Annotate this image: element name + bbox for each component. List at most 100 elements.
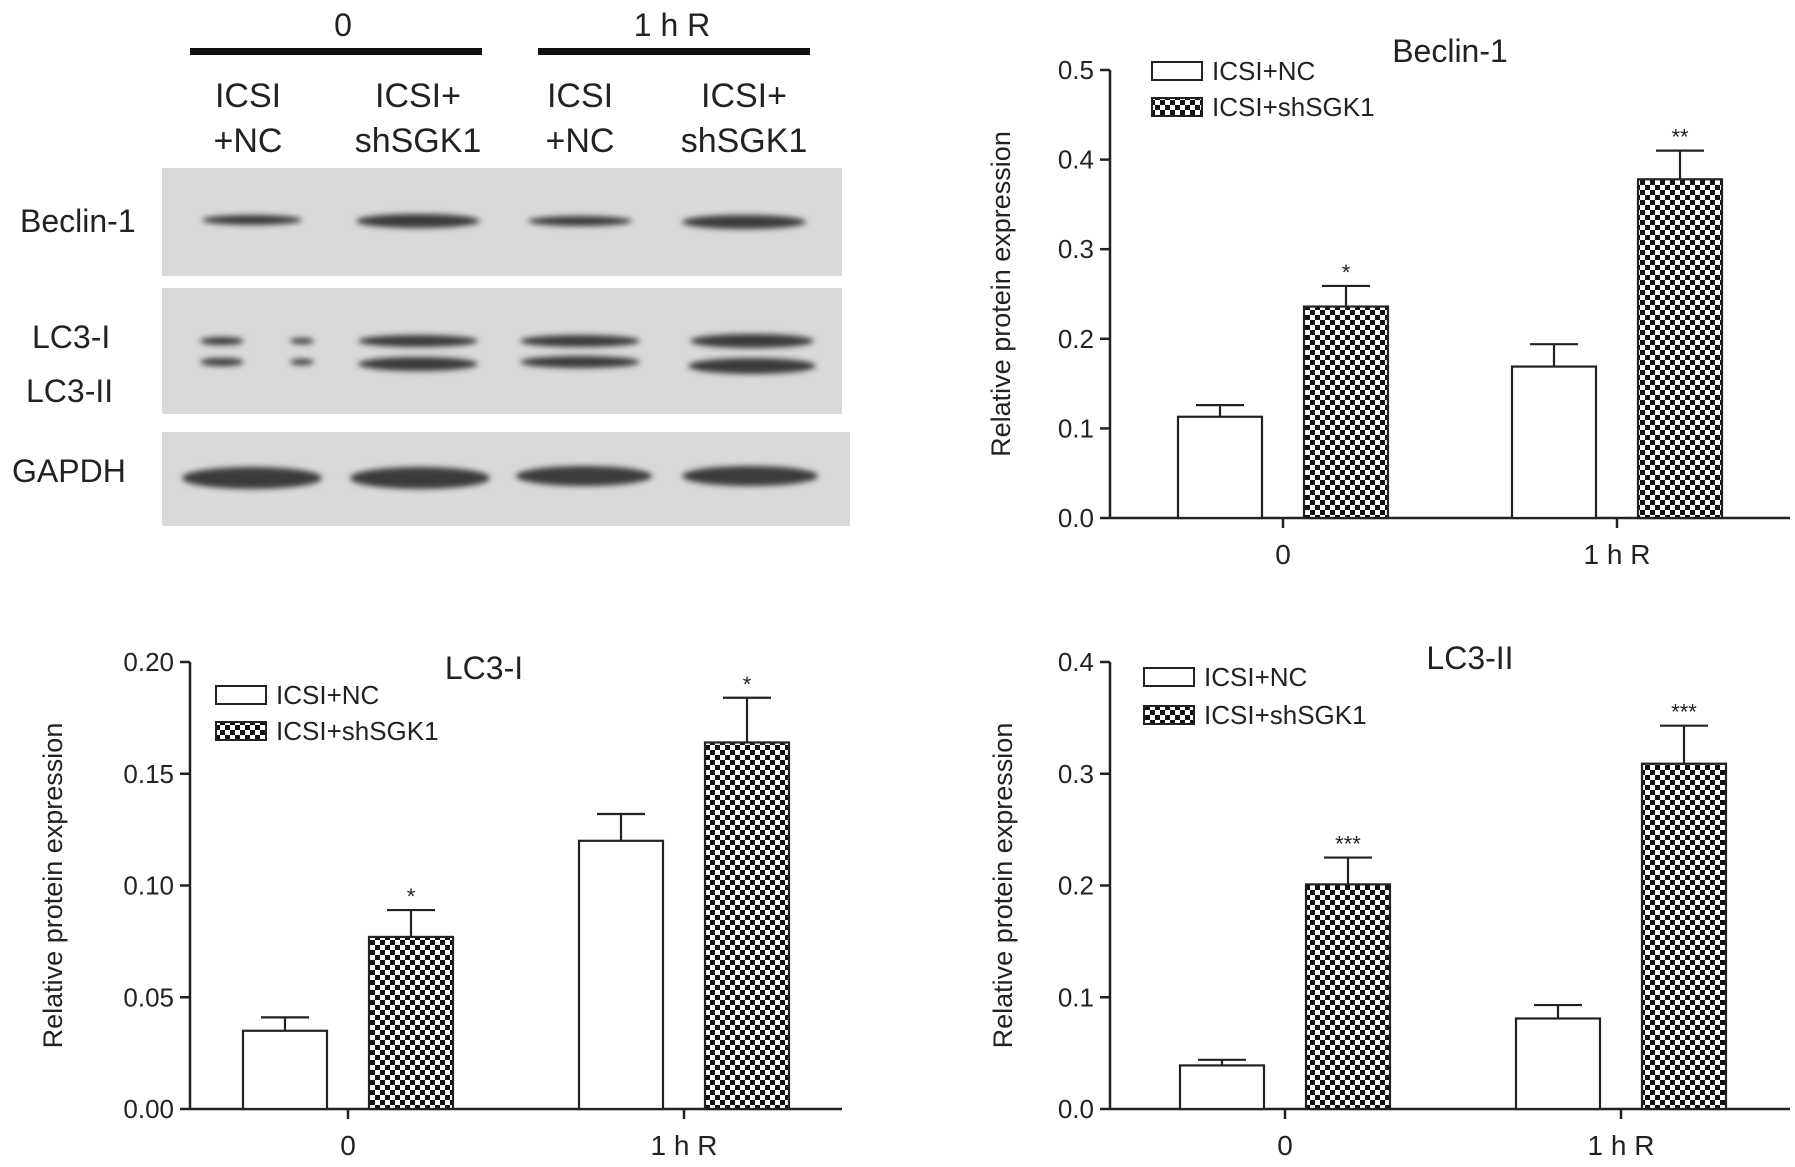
y-tick-label: 0.4 [1058,145,1094,175]
group-label-1hr: 1 h R [634,7,710,43]
row-label-beclin: Beclin-1 [20,203,136,239]
significance-mark: * [743,672,752,697]
row-label-gapdh: GAPDH [12,453,126,489]
lane-label-4-line1: ICSI+ [701,77,787,115]
band-gapdh-lane-2 [350,467,490,489]
legend-label: ICSI+NC [276,680,379,710]
legend-swatch [1151,61,1203,81]
bar-icsi-shsgk1 [1304,883,1392,1111]
blot-strip-lc3 [162,288,842,414]
x-tick-label: 0 [340,1130,356,1161]
band-lc3i-lane-1a [200,337,244,345]
band-lc3i-lane-4 [690,334,814,348]
lane-label-3-line2: +NC [546,122,615,160]
band-beclin-lane-1 [202,215,302,225]
y-tick-label: 0.20 [123,647,174,677]
band-lc3i-lane-2 [358,335,478,347]
y-tick-label: 0.05 [123,982,174,1012]
y-tick-label: 0.10 [123,871,174,901]
group-line-0 [190,48,482,55]
band-beclin-lane-2 [356,214,480,228]
row-label-lc3ii: LC3-II [26,373,113,409]
legend-label: ICSI+shSGK1 [1204,700,1367,730]
bar-icsi-shsgk1 [1640,762,1728,1111]
y-tick-label: 0.1 [1058,413,1094,443]
band-gapdh-lane-1 [182,467,322,489]
significance-mark: * [1342,260,1351,285]
band-lc3i-lane-1b [290,338,314,344]
lc3-bands [200,334,816,374]
row-label-lc3i: LC3-I [32,319,110,355]
chart-beclin: Beclin-1 Relative protein expression 0.0 0.… [986,33,1790,570]
legend-swatch [215,685,267,705]
bar-icsi-shsgk1 [1302,305,1390,520]
bar-icsi-shsgk1 [703,741,791,1111]
lane-label-1-line1: ICSI [215,77,281,115]
significance-mark: *** [1671,700,1697,725]
y-axis-label: Relative protein expression [988,723,1018,1049]
significance-mark: * [407,884,416,909]
y-tick-label: 0.2 [1058,871,1094,901]
significance-mark: ** [1671,125,1689,150]
lane-label-2-line1: ICSI+ [375,77,461,115]
legend-label: ICSI+NC [1212,56,1315,86]
band-gapdh-lane-3 [516,466,652,486]
bar-icsi-shsgk1 [1636,178,1724,520]
y-tick-label: 0.2 [1058,324,1094,354]
legend-swatch [215,721,267,741]
significance-mark: *** [1335,832,1361,857]
legend-swatch [1143,667,1195,687]
y-tick-label: 0.0 [1058,503,1094,533]
y-tick-label: 0.5 [1058,55,1094,85]
y-axis-label: Relative protein expression [986,131,1016,457]
y-tick-label: 0.1 [1058,982,1094,1012]
x-tick-label: 0 [1275,539,1291,570]
chart-title: LC3-I [445,650,523,686]
legend-swatch [1151,97,1203,117]
y-tick-label: 0.3 [1058,759,1094,789]
group-line-1hr [538,48,810,55]
band-beclin-lane-3 [528,216,632,226]
chart-title: Beclin-1 [1392,33,1508,69]
lane-label-4-line2: shSGK1 [681,122,808,160]
band-lc3ii-lane-1b [290,359,314,365]
y-tick-label: 0.15 [123,759,174,789]
band-beclin-lane-4 [682,215,806,229]
gapdh-bands [182,466,818,489]
x-tick-label: 1 h R [1588,1130,1655,1161]
bar-icsi-shsgk1 [367,935,455,1111]
legend-swatch [1143,705,1195,725]
legend-label: ICSI+shSGK1 [276,716,439,746]
band-gapdh-lane-4 [682,466,818,486]
lane-label-1-line2: +NC [214,122,283,160]
y-tick-label: 0.0 [1058,1094,1094,1124]
beclin-bands [202,214,806,229]
lane-label-3-line1: ICSI [547,77,613,115]
band-lc3i-lane-3 [520,335,640,347]
bar-icsi-nc [1178,1064,1266,1111]
legend-label: ICSI+shSGK1 [1212,92,1375,122]
western-blot-panel: 0 1 h R ICSI +NC ICSI+ shSGK1 ICSI +NC I… [12,7,850,526]
bar-icsi-nc [1176,415,1264,520]
x-tick-label: 0 [1277,1130,1293,1161]
bar-icsi-nc [1514,1017,1602,1111]
x-tick-label: 1 h R [651,1130,718,1161]
legend-label: ICSI+NC [1204,662,1307,692]
y-tick-label: 0.00 [123,1094,174,1124]
band-lc3ii-lane-4 [688,358,816,374]
x-tick-label: 1 h R [1584,539,1651,570]
chart-lc3i: LC3-I Relative protein expression 0.00 0.05… [38,647,842,1161]
chart-title: LC3-II [1426,640,1513,676]
bar-icsi-nc [1510,365,1598,520]
band-lc3ii-lane-1a [200,358,244,366]
lane-label-2-line2: shSGK1 [355,122,482,160]
bar-icsi-nc [577,839,665,1111]
band-lc3ii-lane-2 [358,357,478,371]
chart-lc3ii: LC3-II Relative protein expression 0.0 0.1 0… [988,640,1790,1161]
band-lc3ii-lane-3 [520,356,640,368]
group-label-0: 0 [334,7,352,43]
y-axis-label: Relative protein expression [38,723,68,1049]
y-tick-label: 0.4 [1058,647,1094,677]
